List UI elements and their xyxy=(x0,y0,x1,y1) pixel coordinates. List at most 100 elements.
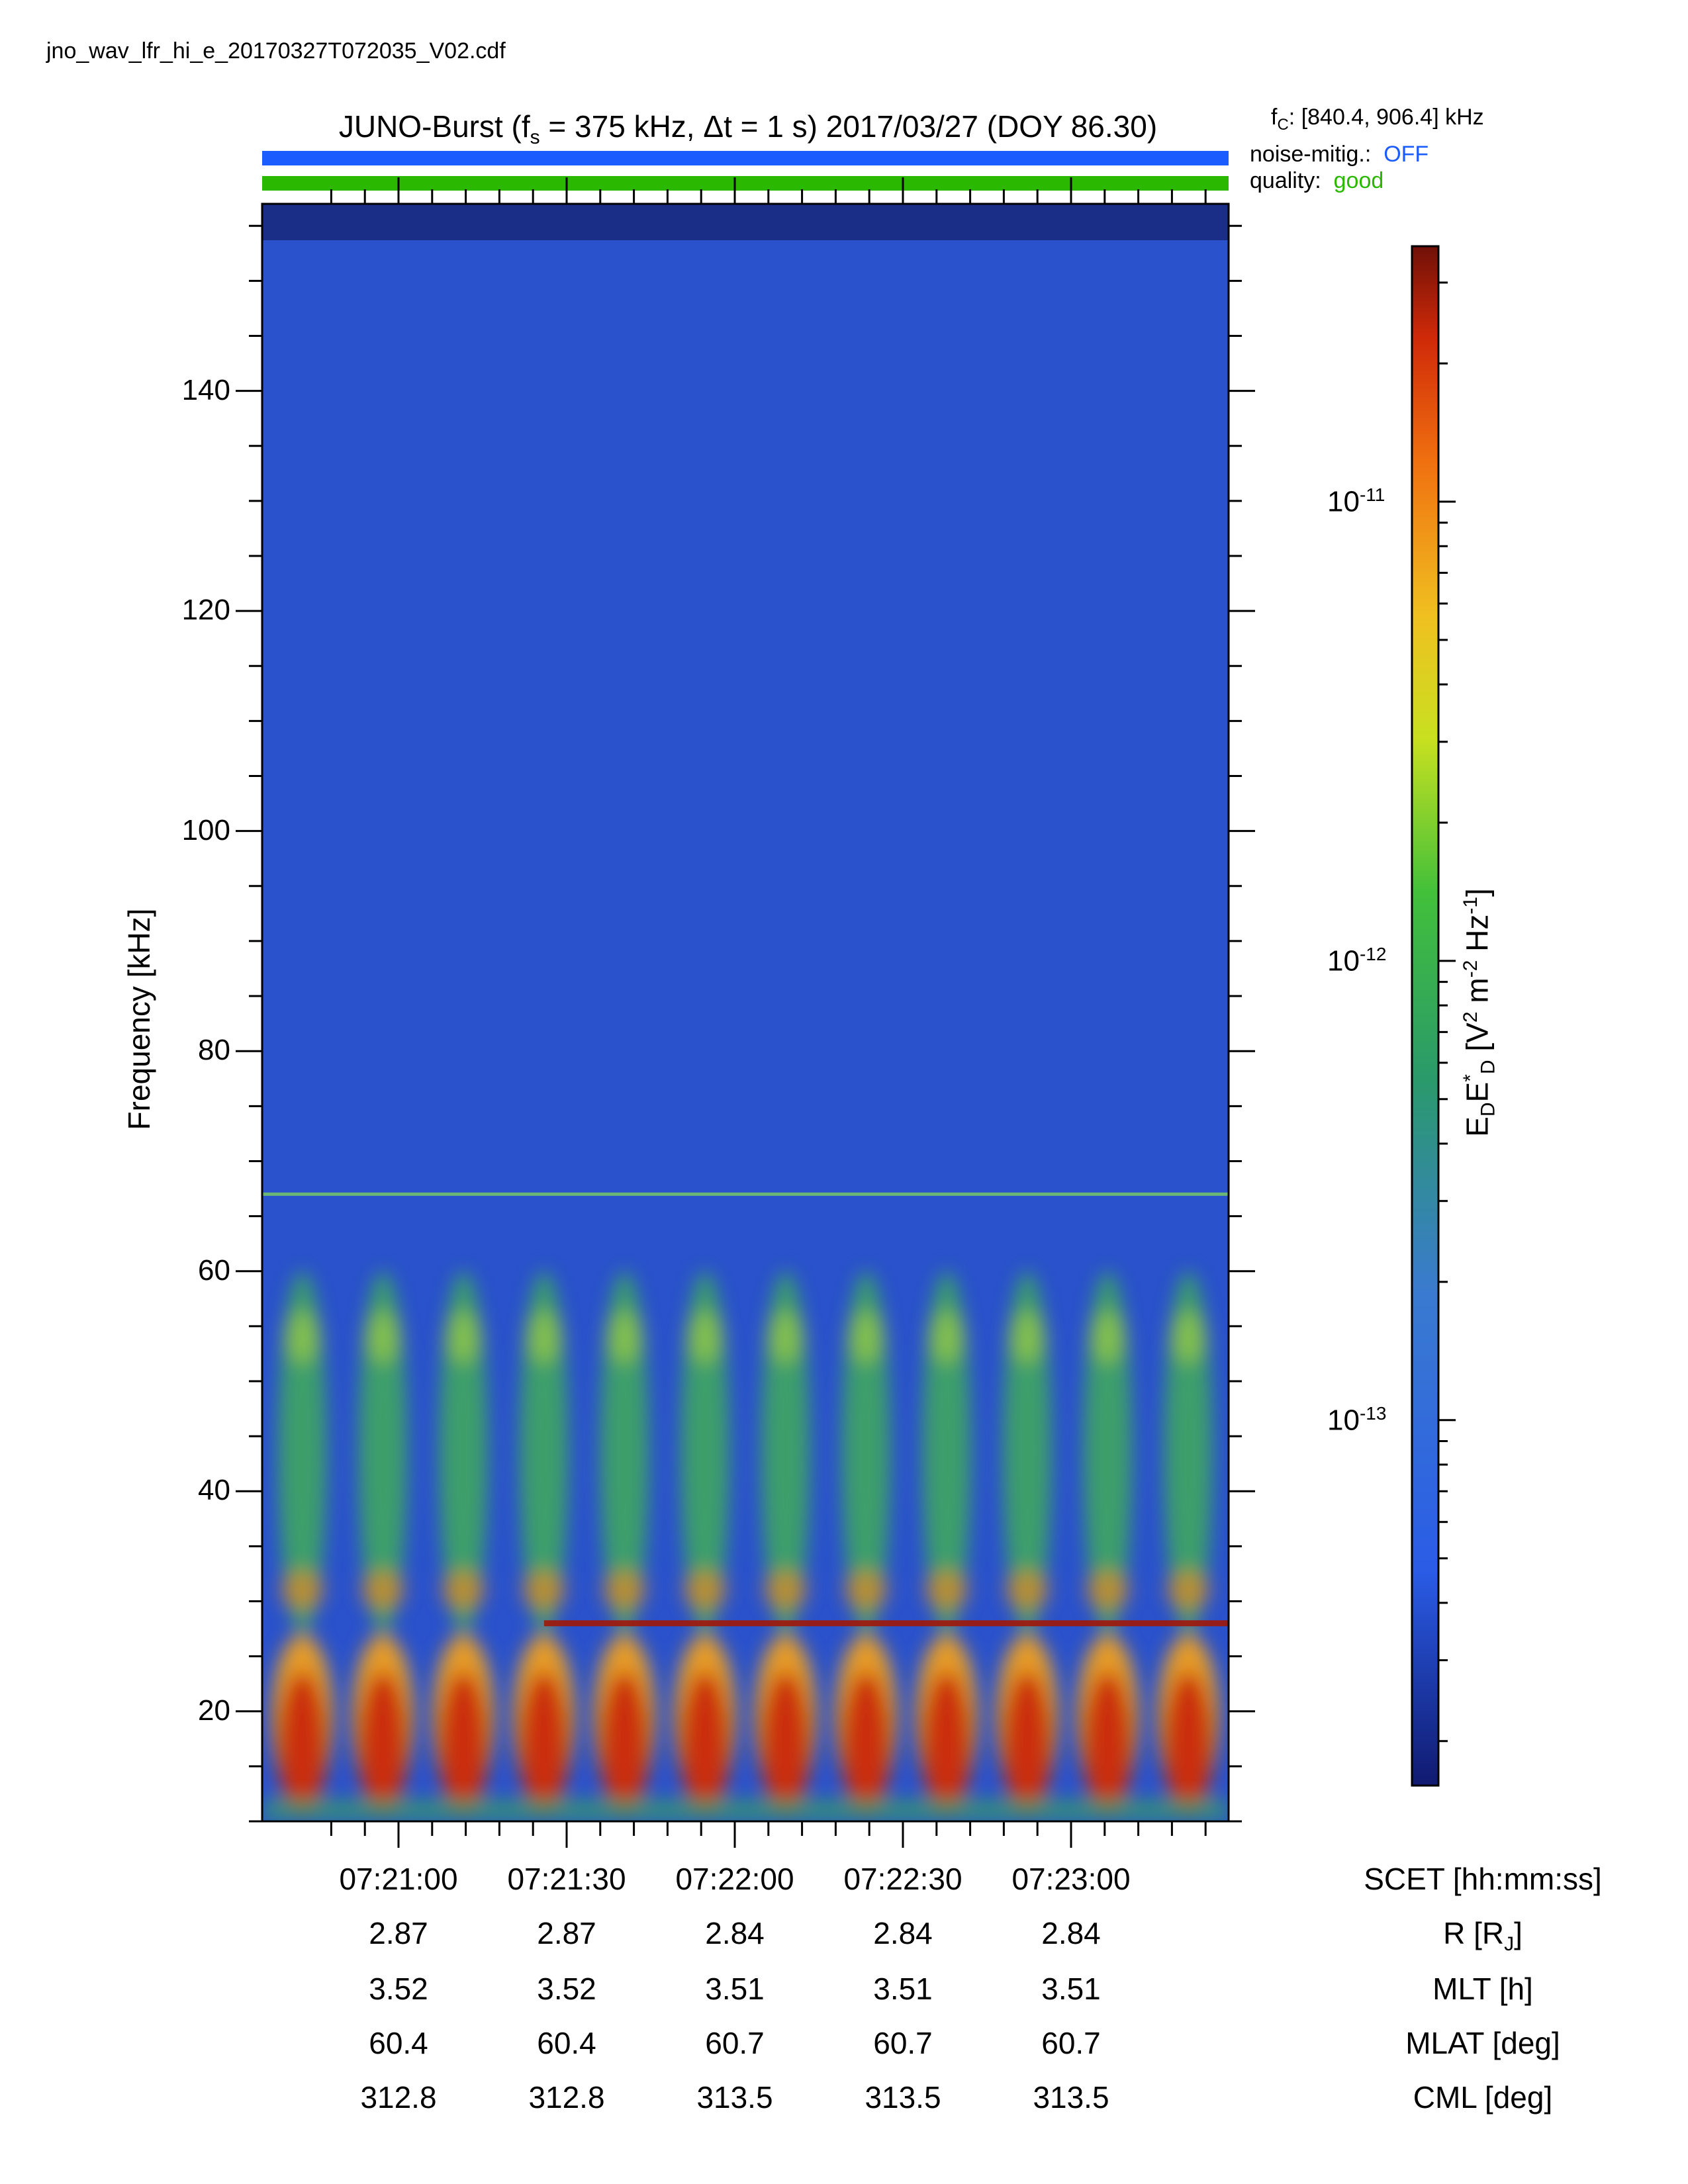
burst-mid xyxy=(600,1271,649,1635)
burst-upper xyxy=(1090,1310,1126,1364)
burst-core xyxy=(278,1671,327,1817)
burst-upper xyxy=(365,1310,401,1364)
ephemeris-value: 60.4 xyxy=(369,2026,428,2060)
burst-shoulder xyxy=(1006,1570,1049,1610)
row-label-r: R [RJ] xyxy=(1443,1916,1523,1956)
burst-core xyxy=(842,1671,890,1817)
burst-mid xyxy=(842,1271,890,1635)
burst-core xyxy=(600,1671,649,1817)
colorbar-tick-label: 10-13 xyxy=(1327,1402,1387,1437)
burst-shoulder xyxy=(925,1570,968,1610)
frequency-center-label: fC: [840.4, 906.4] kHz xyxy=(1271,105,1484,134)
ephemeris-value: 60.7 xyxy=(1041,2026,1101,2060)
burst-upper xyxy=(606,1310,643,1364)
burst-core xyxy=(359,1671,407,1817)
ephemeris-value: 313.5 xyxy=(865,2080,941,2115)
burst-shoulder xyxy=(845,1570,888,1610)
ephemeris-value: 2.84 xyxy=(1041,1916,1101,1950)
burst-core xyxy=(922,1671,971,1817)
plot-title: JUNO-Burst (fs = 375 kHz, Δt = 1 s) 2017… xyxy=(338,109,1158,149)
ephemeris-value: 312.8 xyxy=(360,2080,437,2115)
burst-core xyxy=(1003,1671,1052,1817)
x-tick-label: 07:23:00 xyxy=(1011,1862,1131,1896)
burst-core xyxy=(1084,1671,1132,1817)
burst-core xyxy=(1164,1671,1213,1817)
y-tick-label: 20 xyxy=(198,1694,230,1727)
burst-shoulder xyxy=(442,1570,485,1610)
bottom-band xyxy=(262,1799,1229,1821)
burst-core xyxy=(520,1671,569,1817)
burst-shoulder xyxy=(603,1570,646,1610)
burst-upper xyxy=(768,1310,804,1364)
burst-upper xyxy=(1009,1310,1045,1364)
x-tick-label: 07:22:00 xyxy=(675,1862,794,1896)
burst-shoulder xyxy=(523,1570,565,1610)
ephemeris-value: 313.5 xyxy=(1033,2080,1109,2115)
burst-mid xyxy=(359,1271,407,1635)
y-axis-label: Frequency [kHz] xyxy=(122,908,156,1130)
burst-mid xyxy=(1164,1271,1213,1635)
burst-mid xyxy=(761,1271,810,1635)
ephemeris-value: 3.51 xyxy=(873,1972,933,2006)
noise-mitigation-label: noise-mitig.: OFF xyxy=(1250,142,1429,167)
burst-shoulder xyxy=(281,1570,324,1610)
burst-upper xyxy=(445,1310,481,1364)
x-tick-label: 07:22:30 xyxy=(843,1862,962,1896)
ephemeris-value: 2.84 xyxy=(705,1916,765,1950)
burst-upper xyxy=(1170,1310,1206,1364)
burst-upper xyxy=(848,1310,884,1364)
row-label-cml: CML [deg] xyxy=(1413,2080,1553,2115)
row-label-mlt: MLT [h] xyxy=(1432,1972,1533,2006)
burst-mid xyxy=(922,1271,971,1635)
quality-bar xyxy=(262,176,1229,191)
ephemeris-value: 313.5 xyxy=(696,2080,773,2115)
y-tick-label: 40 xyxy=(198,1474,230,1507)
colorbar-tick-label: 10-11 xyxy=(1327,484,1385,518)
burst-upper xyxy=(526,1310,562,1364)
burst-shoulder xyxy=(684,1570,726,1610)
burst-mid xyxy=(439,1271,488,1635)
colorbar-frame xyxy=(1411,245,1440,1787)
burst-mid xyxy=(1003,1271,1052,1635)
spectrogram-image xyxy=(262,204,1229,1821)
ephemeris-value: 2.84 xyxy=(873,1916,933,1950)
quality-label: quality: good xyxy=(1250,168,1384,193)
ephemeris-value: 3.52 xyxy=(369,1972,428,2006)
ephemeris-value: 60.7 xyxy=(705,2026,765,2060)
y-tick-label: 140 xyxy=(181,373,230,406)
burst-shoulder xyxy=(765,1570,807,1610)
ephemeris-value: 312.8 xyxy=(528,2080,605,2115)
burst-mid xyxy=(520,1271,569,1635)
burst-upper xyxy=(687,1310,723,1364)
y-tick-label: 100 xyxy=(181,813,230,846)
y-tick-label: 80 xyxy=(198,1034,230,1067)
burst-core xyxy=(761,1671,810,1817)
burst-mid xyxy=(278,1271,327,1635)
burst-mid xyxy=(680,1271,729,1635)
ephemeris-value: 2.87 xyxy=(369,1916,428,1950)
y-tick-label: 60 xyxy=(198,1253,230,1287)
burst-shoulder xyxy=(361,1570,404,1610)
ephemeris-value: 3.51 xyxy=(705,1972,765,2006)
top-band xyxy=(262,204,1229,240)
burst-mid xyxy=(1084,1271,1132,1635)
colorbar-label: EDE*D [V2 m-2 Hz-1] xyxy=(1460,888,1499,1137)
noise-mitigation-bar xyxy=(262,151,1229,165)
plot-frame xyxy=(261,203,1230,1823)
ephemeris-value: 3.52 xyxy=(537,1972,596,2006)
file-name: jno_wav_lfr_hi_e_20170327T072035_V02.cdf xyxy=(46,38,506,64)
y-tick-label: 120 xyxy=(181,594,230,627)
burst-shoulder xyxy=(1167,1570,1209,1610)
burst-shoulder xyxy=(1086,1570,1129,1610)
colorbar-tick-label: 10-12 xyxy=(1327,943,1387,978)
ephemeris-value: 2.87 xyxy=(537,1916,596,1950)
colorbar xyxy=(1412,246,1438,1786)
x-tick-label: 07:21:00 xyxy=(339,1862,458,1896)
x-axis-label: SCET [hh:mm:ss] xyxy=(1364,1862,1602,1896)
burst-core xyxy=(439,1671,488,1817)
ephemeris-value: 3.51 xyxy=(1041,1972,1101,2006)
noise-mitigation-value: OFF xyxy=(1383,142,1429,167)
burst-upper xyxy=(285,1310,320,1364)
quality-value: good xyxy=(1333,168,1384,193)
